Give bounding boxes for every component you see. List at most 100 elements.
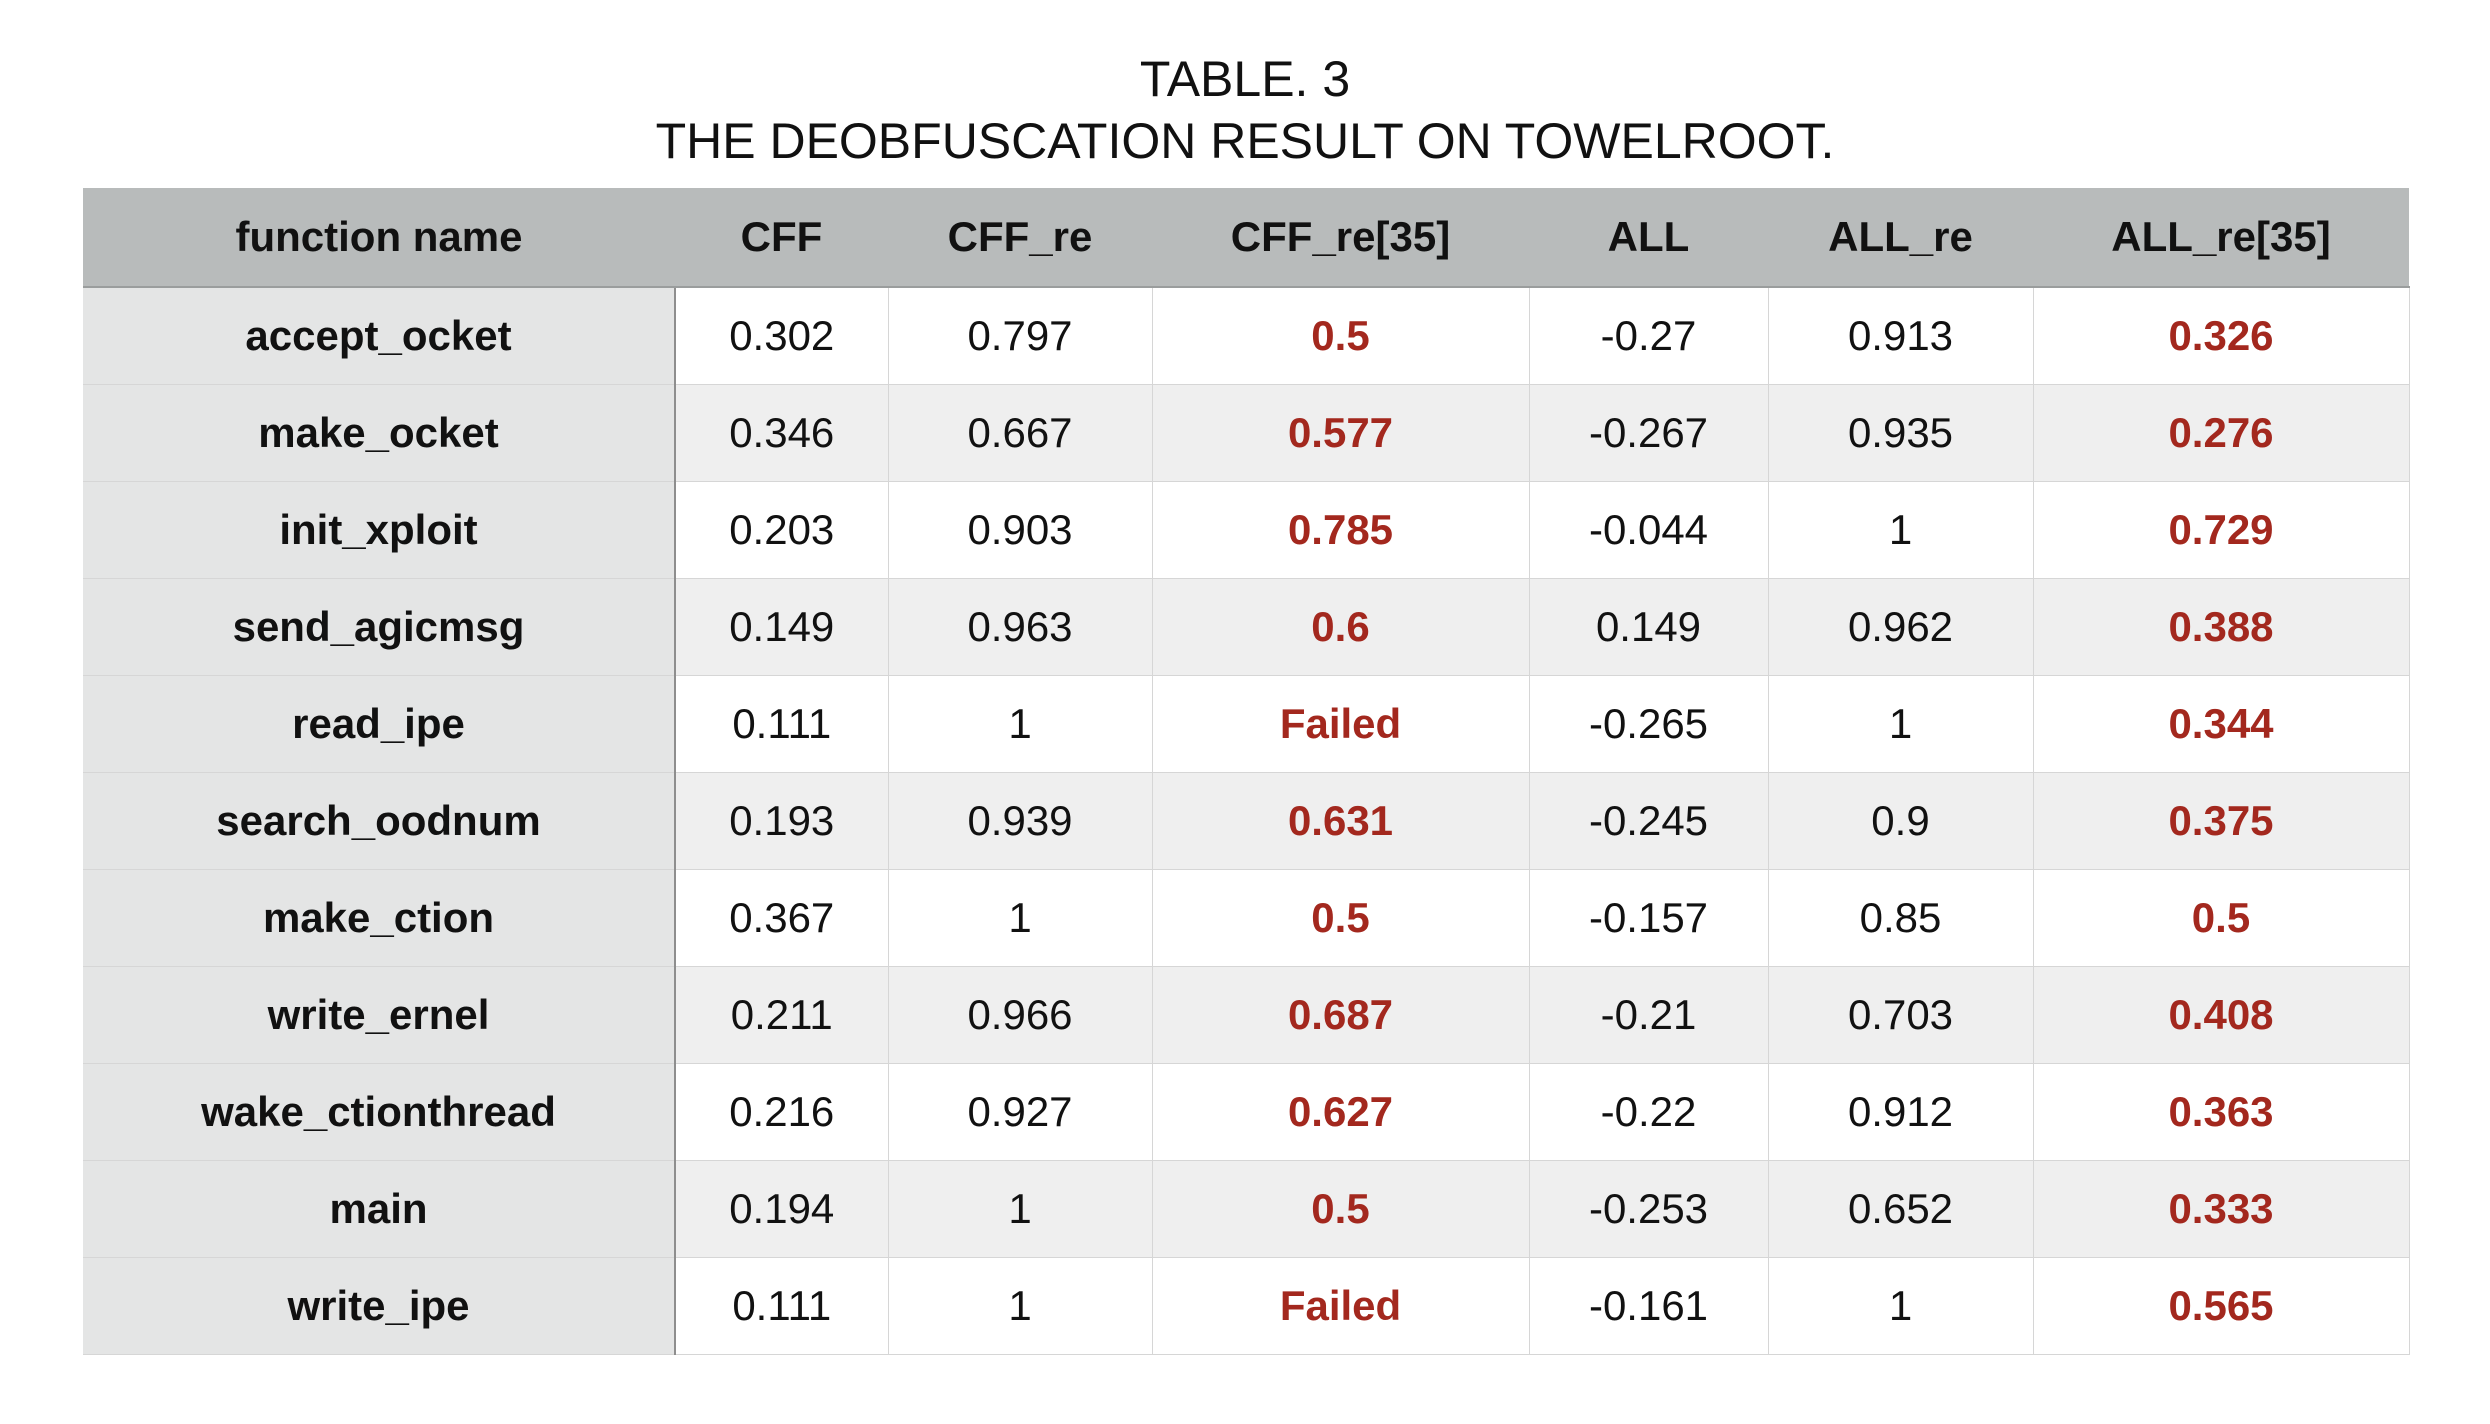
column-header-cff: CFF [675,188,888,288]
all-re-cell: 0.652 [1767,1160,2033,1258]
function-name-cell: send_agicmsg [83,578,676,676]
header-row: function name CFF CFF_re CFF_re[35] ALL … [83,188,2409,288]
all-re-35-cell: 0.375 [2032,772,2410,870]
all-re-cell: 0.9 [1767,772,2033,870]
table-title: THE DEOBFUSCATION RESULT ON TOWELROOT. [655,113,1835,169]
column-header-function-name: function name [83,188,675,288]
cff-re-cell: 0.966 [887,966,1152,1064]
table-row: init_xploit 0.203 0.903 0.785 -0.044 1 0… [83,481,2410,579]
function-name-cell: write_ernel [83,966,676,1064]
cff-re-35-cell: 0.577 [1151,384,1529,482]
cff-cell: 0.367 [674,869,888,967]
function-name-cell: accept_ocket [83,287,676,385]
all-cell: -0.253 [1528,1160,1768,1258]
cff-re-cell: 0.667 [887,384,1152,482]
cff-re-cell: 1 [887,869,1152,967]
cff-re-cell: 1 [887,1257,1152,1355]
table-row: write_ipe 0.111 1 Failed -0.161 1 0.565 [83,1257,2410,1355]
all-re-cell: 0.703 [1767,966,2033,1064]
all-re-35-cell: 0.408 [2032,966,2410,1064]
cff-re-35-cell: 0.5 [1151,869,1529,967]
all-cell: -0.27 [1528,287,1768,385]
cff-re-35-cell: 0.627 [1151,1063,1529,1161]
cff-re-cell: 1 [887,1160,1152,1258]
table-row: make_ction 0.367 1 0.5 -0.157 0.85 0.5 [83,869,2410,967]
all-re-cell: 0.912 [1767,1063,2033,1161]
function-name-cell: write_ipe [83,1257,676,1355]
cff-cell: 0.216 [674,1063,888,1161]
function-name-cell: search_oodnum [83,772,676,870]
table-row: wake_ctionthread 0.216 0.927 0.627 -0.22… [83,1063,2410,1161]
cff-re-35-cell: 0.6 [1151,578,1529,676]
function-name-cell: make_ocket [83,384,676,482]
all-re-cell: 0.85 [1767,869,2033,967]
function-name-cell: init_xploit [83,481,676,579]
all-cell: -0.044 [1528,481,1768,579]
cff-re-35-cell: 0.785 [1151,481,1529,579]
cff-re-35-cell: Failed [1151,1257,1529,1355]
cff-re-35-cell: 0.687 [1151,966,1529,1064]
all-re-35-cell: 0.565 [2032,1257,2410,1355]
cff-cell: 0.194 [674,1160,888,1258]
cff-cell: 0.211 [674,966,888,1064]
all-re-35-cell: 0.363 [2032,1063,2410,1161]
all-re-cell: 1 [1767,481,2033,579]
cff-re-cell: 1 [887,675,1152,773]
table-row: read_ipe 0.111 1 Failed -0.265 1 0.344 [83,675,2410,773]
all-cell: -0.245 [1528,772,1768,870]
function-name-cell: read_ipe [83,675,676,773]
cff-cell: 0.111 [674,675,888,773]
all-re-35-cell: 0.5 [2032,869,2410,967]
all-re-35-cell: 0.276 [2032,384,2410,482]
table-row: write_ernel 0.211 0.966 0.687 -0.21 0.70… [83,966,2410,1064]
cff-cell: 0.302 [674,287,888,385]
all-re-35-cell: 0.344 [2032,675,2410,773]
function-name-cell: main [83,1160,676,1258]
table-row: send_agicmsg 0.149 0.963 0.6 0.149 0.962… [83,578,2410,676]
cff-re-cell: 0.797 [887,287,1152,385]
cff-re-cell: 0.939 [887,772,1152,870]
table-row: make_ocket 0.346 0.667 0.577 -0.267 0.93… [83,384,2410,482]
cff-re-cell: 0.963 [887,578,1152,676]
column-header-all-re-35: ALL_re[35] [2033,188,2409,288]
all-re-cell: 0.913 [1767,287,2033,385]
all-cell: -0.267 [1528,384,1768,482]
function-name-cell: make_ction [83,869,676,967]
all-cell: -0.157 [1528,869,1768,967]
all-re-cell: 1 [1767,1257,2033,1355]
cff-re-cell: 0.903 [887,481,1152,579]
table-number: TABLE. 3 [1139,51,1351,107]
all-re-35-cell: 0.388 [2032,578,2410,676]
all-re-35-cell: 0.729 [2032,481,2410,579]
table-row: main 0.194 1 0.5 -0.253 0.652 0.333 [83,1160,2410,1258]
cff-cell: 0.193 [674,772,888,870]
column-header-cff-re: CFF_re [888,188,1152,288]
table-row: accept_ocket 0.302 0.797 0.5 -0.27 0.913… [83,287,2410,385]
cff-re-35-cell: 0.5 [1151,287,1529,385]
function-name-cell: wake_ctionthread [83,1063,676,1161]
all-re-35-cell: 0.333 [2032,1160,2410,1258]
all-re-35-cell: 0.326 [2032,287,2410,385]
all-re-cell: 0.962 [1767,578,2033,676]
all-cell: -0.21 [1528,966,1768,1064]
cff-re-35-cell: Failed [1151,675,1529,773]
cff-re-cell: 0.927 [887,1063,1152,1161]
cff-cell: 0.149 [674,578,888,676]
column-header-all-re: ALL_re [1768,188,2033,288]
column-header-cff-re-35: CFF_re[35] [1152,188,1529,288]
cff-cell: 0.346 [674,384,888,482]
table-caption: TABLE. 3 THE DEOBFUSCATION RESULT ON TOW… [0,48,2490,172]
cff-re-35-cell: 0.5 [1151,1160,1529,1258]
all-re-cell: 1 [1767,675,2033,773]
all-cell: -0.161 [1528,1257,1768,1355]
all-re-cell: 0.935 [1767,384,2033,482]
all-cell: -0.265 [1528,675,1768,773]
cff-cell: 0.203 [674,481,888,579]
results-table: function name CFF CFF_re CFF_re[35] ALL … [83,188,2410,1355]
all-cell: 0.149 [1528,578,1768,676]
column-header-all: ALL [1529,188,1768,288]
all-cell: -0.22 [1528,1063,1768,1161]
cff-cell: 0.111 [674,1257,888,1355]
cff-re-35-cell: 0.631 [1151,772,1529,870]
table-row: search_oodnum 0.193 0.939 0.631 -0.245 0… [83,772,2410,870]
